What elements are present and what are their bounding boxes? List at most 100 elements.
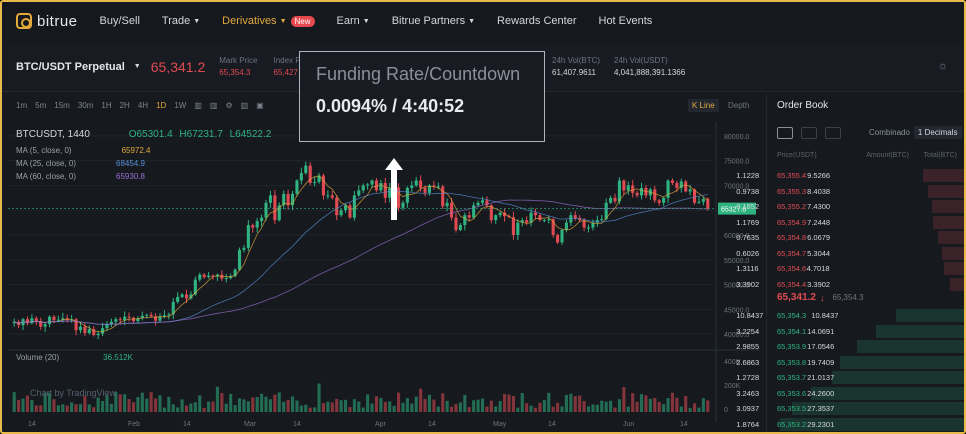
candle-body [498, 212, 502, 216]
candle-body [83, 326, 87, 334]
row-price: 65,354.7 [777, 248, 807, 258]
k-line-tab[interactable]: K Line [688, 99, 719, 112]
candle-body [533, 212, 538, 216]
nav-item-derivatives[interactable]: Derivatives ▼ New [222, 15, 315, 27]
x-tick-label: Feb [128, 421, 140, 428]
interval-1H[interactable]: 1H [101, 100, 112, 110]
bid-row[interactable]: 65,353.7 1.2728 21.0137 [736, 370, 964, 385]
fullscreen-icon[interactable]: ▥ [240, 100, 249, 110]
interval-1W[interactable]: 1W [174, 100, 187, 110]
nav-item-bitrue-partners[interactable]: Bitrue Partners ▼ [392, 15, 475, 27]
interval-30m[interactable]: 30m [77, 100, 94, 110]
interval-2H[interactable]: 2H [119, 100, 130, 110]
candle-body [246, 225, 250, 248]
nav-item-rewards-center[interactable]: Rewards Center [497, 15, 576, 27]
ask-row[interactable]: 65,354.8 0.7635 6.0679 [736, 230, 964, 245]
stat-value: 65,427.6 [273, 68, 305, 77]
candle-body [96, 333, 100, 336]
ask-row[interactable]: 65,354.7 0.6026 5.3044 [736, 246, 964, 261]
candle-type-icon[interactable]: ▥ [194, 100, 202, 110]
mid-price: 65,341.2 ↓ 65,354.3 [777, 292, 864, 303]
bid-row[interactable]: 65,354.3 10.8437 10.8437 [736, 308, 964, 323]
ma25-line [14, 190, 708, 325]
volume-bar [525, 403, 529, 412]
interval-1m[interactable]: 1m [16, 100, 28, 110]
candle-body [613, 197, 617, 202]
candle-body [401, 202, 405, 208]
row-amount: 2.9855 [736, 342, 760, 351]
bitrue-logo[interactable]: bitrue [16, 13, 78, 30]
depth-tab[interactable]: Depth [728, 101, 750, 110]
volume-bar [339, 400, 343, 412]
depth-bar [932, 200, 964, 213]
candle-body [586, 227, 591, 229]
legend-ma25: MA (25, close, 0) 68454.9 [16, 159, 145, 168]
ask-row[interactable]: 65,354.6 1.3116 4.7018 [736, 261, 964, 276]
bid-row[interactable]: 65,353.6 3.2463 24.2600 [736, 386, 964, 401]
volume-bar [114, 391, 118, 412]
candle-body [374, 180, 379, 191]
candle-body [313, 181, 317, 183]
indicator-icon[interactable]: ▥ [209, 100, 218, 110]
depth-bar [780, 417, 964, 431]
arrow-down-icon: ↓ [819, 292, 825, 303]
candle-body [56, 319, 60, 321]
row-price: 65,354.1 [777, 326, 807, 336]
view-asks-icon[interactable] [801, 126, 817, 139]
price-chart[interactable]: 80000.075000.070000.065000.060000.055000… [8, 122, 760, 430]
ask-row[interactable]: 65,355.4 1.1228 9.5266 [736, 168, 964, 183]
ask-row[interactable]: 65,355.2 0.1852 7.4300 [736, 199, 964, 214]
nav-items: Buy/Sell Trade ▼ Derivatives ▼ New Earn ▼ Bitrue… [100, 15, 675, 27]
bid-row[interactable]: 65,354.1 3.2254 14.0691 [736, 324, 964, 339]
ask-row[interactable]: 65,354.4 3.3902 3.3902 [736, 277, 964, 292]
volume-bar [308, 407, 312, 412]
candle-body [582, 220, 586, 228]
view-both-icon[interactable] [777, 126, 793, 139]
row-amount: 0.9738 [736, 186, 760, 196]
candle-body [140, 315, 144, 319]
camera-icon[interactable]: ▣ [256, 100, 264, 110]
chevron-down-icon[interactable]: ▼ [133, 63, 141, 70]
nav-item-hot-events[interactable]: Hot Events [599, 15, 653, 27]
volume-bar [556, 402, 560, 412]
chart-canvas[interactable]: 80000.075000.070000.065000.060000.055000… [8, 122, 760, 430]
ma60-value: 65930.8 [116, 172, 145, 181]
ask-row[interactable]: 65,354.9 1.1769 7.2448 [736, 215, 964, 230]
interval-1D[interactable]: 1D [156, 100, 167, 110]
nav-item-buy-sell[interactable]: Buy/Sell [100, 15, 140, 27]
volume-bar [401, 402, 405, 412]
ask-row[interactable]: 65,355.3 0.9738 8.4038 [736, 184, 964, 199]
volume-bar [211, 401, 215, 412]
sun-icon[interactable]: ☼ [937, 60, 948, 72]
bid-row[interactable]: 65,353.5 3.0937 27.3537 [736, 401, 964, 416]
symbol-selector[interactable]: BTC/USDT Perpetual [16, 60, 125, 73]
decimals-select[interactable]: 1 Decimals [913, 126, 962, 139]
volume-bar [441, 393, 445, 412]
volume-bar [436, 406, 440, 412]
volume-bar [295, 400, 299, 412]
interval-15m[interactable]: 15m [54, 100, 70, 110]
candle-body [357, 190, 361, 196]
last-price-tag-label: 65327.6 [721, 207, 746, 214]
nav-item-label: Earn [336, 15, 360, 27]
interval-5m[interactable]: 5m [35, 100, 47, 110]
nav-item-trade[interactable]: Trade ▼ [162, 15, 200, 27]
volume-bar [140, 392, 144, 412]
interval-4H[interactable]: 4H [137, 100, 149, 110]
bid-row[interactable]: 65,353.9 2.9855 17.0546 [736, 339, 964, 354]
candle-body [154, 316, 158, 321]
volume-tick-label: 400K [724, 359, 741, 366]
bid-row[interactable]: 65,353.2 1.8764 29.2301 [736, 417, 964, 432]
bid-row[interactable]: 65,353.8 2.6863 19.7409 [736, 355, 964, 370]
volume-bar [529, 405, 533, 412]
volume-bar [573, 396, 577, 412]
view-bids-icon[interactable] [825, 126, 841, 139]
volume-bar [520, 392, 524, 412]
candle-body [542, 220, 546, 222]
candle-body [679, 181, 683, 188]
settings-icon[interactable]: ⚙ [225, 100, 233, 110]
y-tick-label: 55000.0 [724, 258, 749, 265]
nav-item-earn[interactable]: Earn ▼ [337, 15, 370, 27]
candle-body [198, 274, 202, 280]
row-total: 21.0137 [807, 373, 835, 382]
